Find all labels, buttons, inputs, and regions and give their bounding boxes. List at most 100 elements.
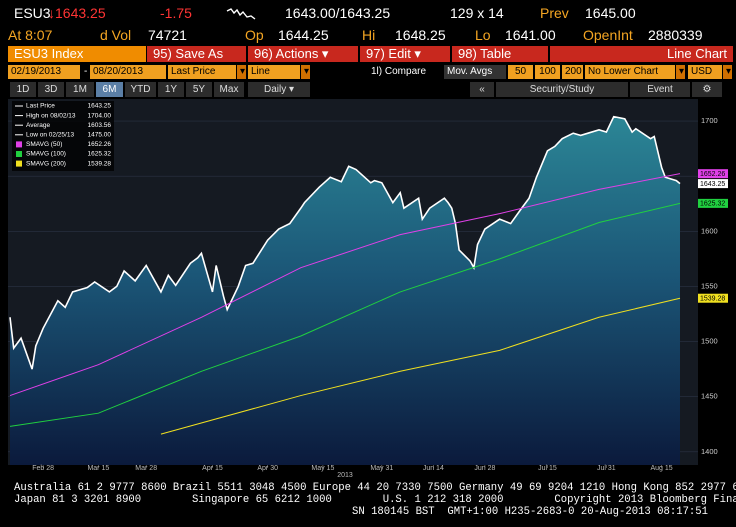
dropdown-arrow[interactable]: ▾ — [676, 65, 685, 79]
x-tick-label: Mar 15 — [87, 465, 109, 472]
menu-button[interactable]: 98) Table — [452, 46, 548, 62]
series-line — [9, 173, 681, 397]
menu-button[interactable]: 96) Actions ▾ — [248, 46, 358, 62]
high-label: Hi — [362, 27, 376, 43]
sparkline-icon — [226, 8, 256, 20]
event-button[interactable]: Event — [630, 82, 690, 97]
legend-label: SMAVG (50) — [26, 141, 62, 148]
period-button[interactable]: 3D — [38, 82, 64, 97]
prev-label: Prev — [540, 5, 569, 21]
legend-label: High on 08/02/13 — [26, 112, 76, 119]
lower-chart-select[interactable]: No Lower Chart — [585, 65, 675, 79]
y-tick-label: 1450 — [701, 392, 718, 401]
y-tick-label: 1700 — [701, 116, 718, 125]
legend-value: 1652.26 — [88, 141, 112, 148]
currency-select[interactable]: USD — [688, 65, 722, 79]
period-button[interactable]: 1Y — [158, 82, 184, 97]
last-value-box — [698, 169, 728, 179]
x-tick-label: Jul 15 — [538, 465, 557, 472]
series-line — [9, 115, 681, 370]
footer-line: Japan 81 3 3201 8900 Singapore 65 6212 1… — [14, 494, 736, 506]
low-label: Lo — [475, 27, 491, 43]
footer-line: SN 180145 BST GMT+1:00 H235-2683-0 20-Au… — [352, 506, 709, 518]
view-name: Line Chart — [550, 46, 733, 62]
size: 129 x 14 — [450, 5, 504, 21]
legend-swatch — [16, 151, 22, 157]
low-value: 1641.00 — [505, 27, 556, 43]
volume-label: d Vol — [100, 27, 132, 43]
collapse-button[interactable]: « — [470, 82, 494, 97]
legend-label: SMAVG (100) — [26, 151, 66, 158]
legend-value: 1704.00 — [88, 112, 112, 119]
dropdown-arrow[interactable]: ▾ — [723, 65, 732, 79]
frequency-select[interactable]: Daily ▾ — [248, 82, 310, 97]
prev-value: 1645.00 — [585, 5, 636, 21]
legend-value: 1475.00 — [88, 132, 112, 139]
period-button[interactable]: Max — [214, 82, 244, 97]
settings-button[interactable]: ⚙ — [692, 82, 722, 97]
field-select[interactable]: Last Price — [168, 65, 236, 79]
x-tick-label: Aug 15 — [650, 465, 672, 472]
last-value-label: 1539.28 — [700, 296, 725, 303]
x-axis-year: 2013 — [337, 472, 353, 479]
price-area — [10, 116, 680, 465]
x-tick-label: Feb 28 — [32, 465, 54, 472]
legend: Last Price 1643.25 High on 08/02/13 1704.00… — [12, 101, 114, 171]
ma-period[interactable]: 200 — [562, 65, 583, 79]
footer-line: Australia 61 2 9777 8600 Brazil 5511 304… — [14, 482, 736, 494]
dropdown-arrow[interactable]: ▾ — [237, 65, 246, 79]
x-tick-label: Apr 30 — [257, 465, 278, 472]
y-tick-label: 1500 — [701, 337, 718, 346]
y-tick-label: 1600 — [701, 226, 718, 235]
x-tick-label: May 15 — [311, 465, 334, 472]
mov-avgs-button[interactable]: Mov. Avgs — [444, 65, 506, 79]
last-price: ↓1643.25 — [48, 5, 106, 21]
legend-value: 1625.32 — [88, 151, 112, 158]
open-interest-value: 2880339 — [648, 27, 703, 43]
ma-period[interactable]: 100 — [535, 65, 560, 79]
net-change: -1.75 — [160, 5, 192, 21]
time: At 8:07 — [8, 27, 53, 43]
menu-button[interactable]: 95) Save As — [147, 46, 246, 62]
x-tick-label: Jul 31 — [597, 465, 616, 472]
legend-value: 1603.56 — [88, 122, 112, 129]
security-study-button[interactable]: Security/Study — [496, 82, 628, 97]
legend-value: 1643.25 — [88, 103, 112, 110]
y-tick-label: 1550 — [701, 281, 718, 290]
start-date[interactable]: 02/19/2013 — [8, 65, 80, 79]
x-tick-label: Jun 14 — [423, 465, 444, 472]
open-interest-label: OpenInt — [583, 27, 633, 43]
security-name: ESU3 Index — [8, 46, 146, 62]
period-button[interactable]: YTD — [125, 82, 156, 97]
period-button[interactable]: 1D — [10, 82, 36, 97]
period-button[interactable]: 6M — [96, 82, 123, 97]
legend-swatch — [16, 141, 22, 148]
ma-period[interactable]: 50 — [508, 65, 533, 79]
y-tick-label: 1400 — [701, 447, 718, 456]
end-date[interactable]: 08/20/2013 — [90, 65, 166, 79]
last-value-label: 1625.32 — [700, 201, 725, 208]
period-button[interactable]: 1M — [66, 82, 94, 97]
series-line — [160, 297, 681, 435]
legend-label: Low on 02/25/13 — [26, 132, 74, 139]
dropdown-arrow[interactable]: ▾ — [301, 65, 310, 79]
compare-button[interactable]: 1l) Compare — [368, 65, 442, 79]
legend-value: 1539.28 — [88, 160, 112, 167]
legend-label: Average — [26, 122, 50, 129]
button-label: Security/Study — [529, 84, 595, 95]
menu-button[interactable]: 97) Edit ▾ — [360, 46, 450, 62]
last-value-box — [698, 198, 728, 208]
period-button[interactable]: 5Y — [186, 82, 212, 97]
style-select[interactable]: Line — [248, 65, 300, 79]
legend-label: SMAVG (200) — [26, 160, 66, 167]
legend-label: Last Price — [26, 103, 55, 110]
last-value-label: 1652.26 — [700, 171, 725, 178]
ticker: ESU3 — [14, 5, 51, 21]
bid-ask: 1643.00/1643.25 — [285, 5, 391, 21]
series-line — [9, 202, 681, 427]
x-tick-label: Apr 15 — [202, 465, 223, 472]
last-value-box — [698, 179, 728, 189]
last-value-label: 1643.25 — [700, 181, 725, 188]
